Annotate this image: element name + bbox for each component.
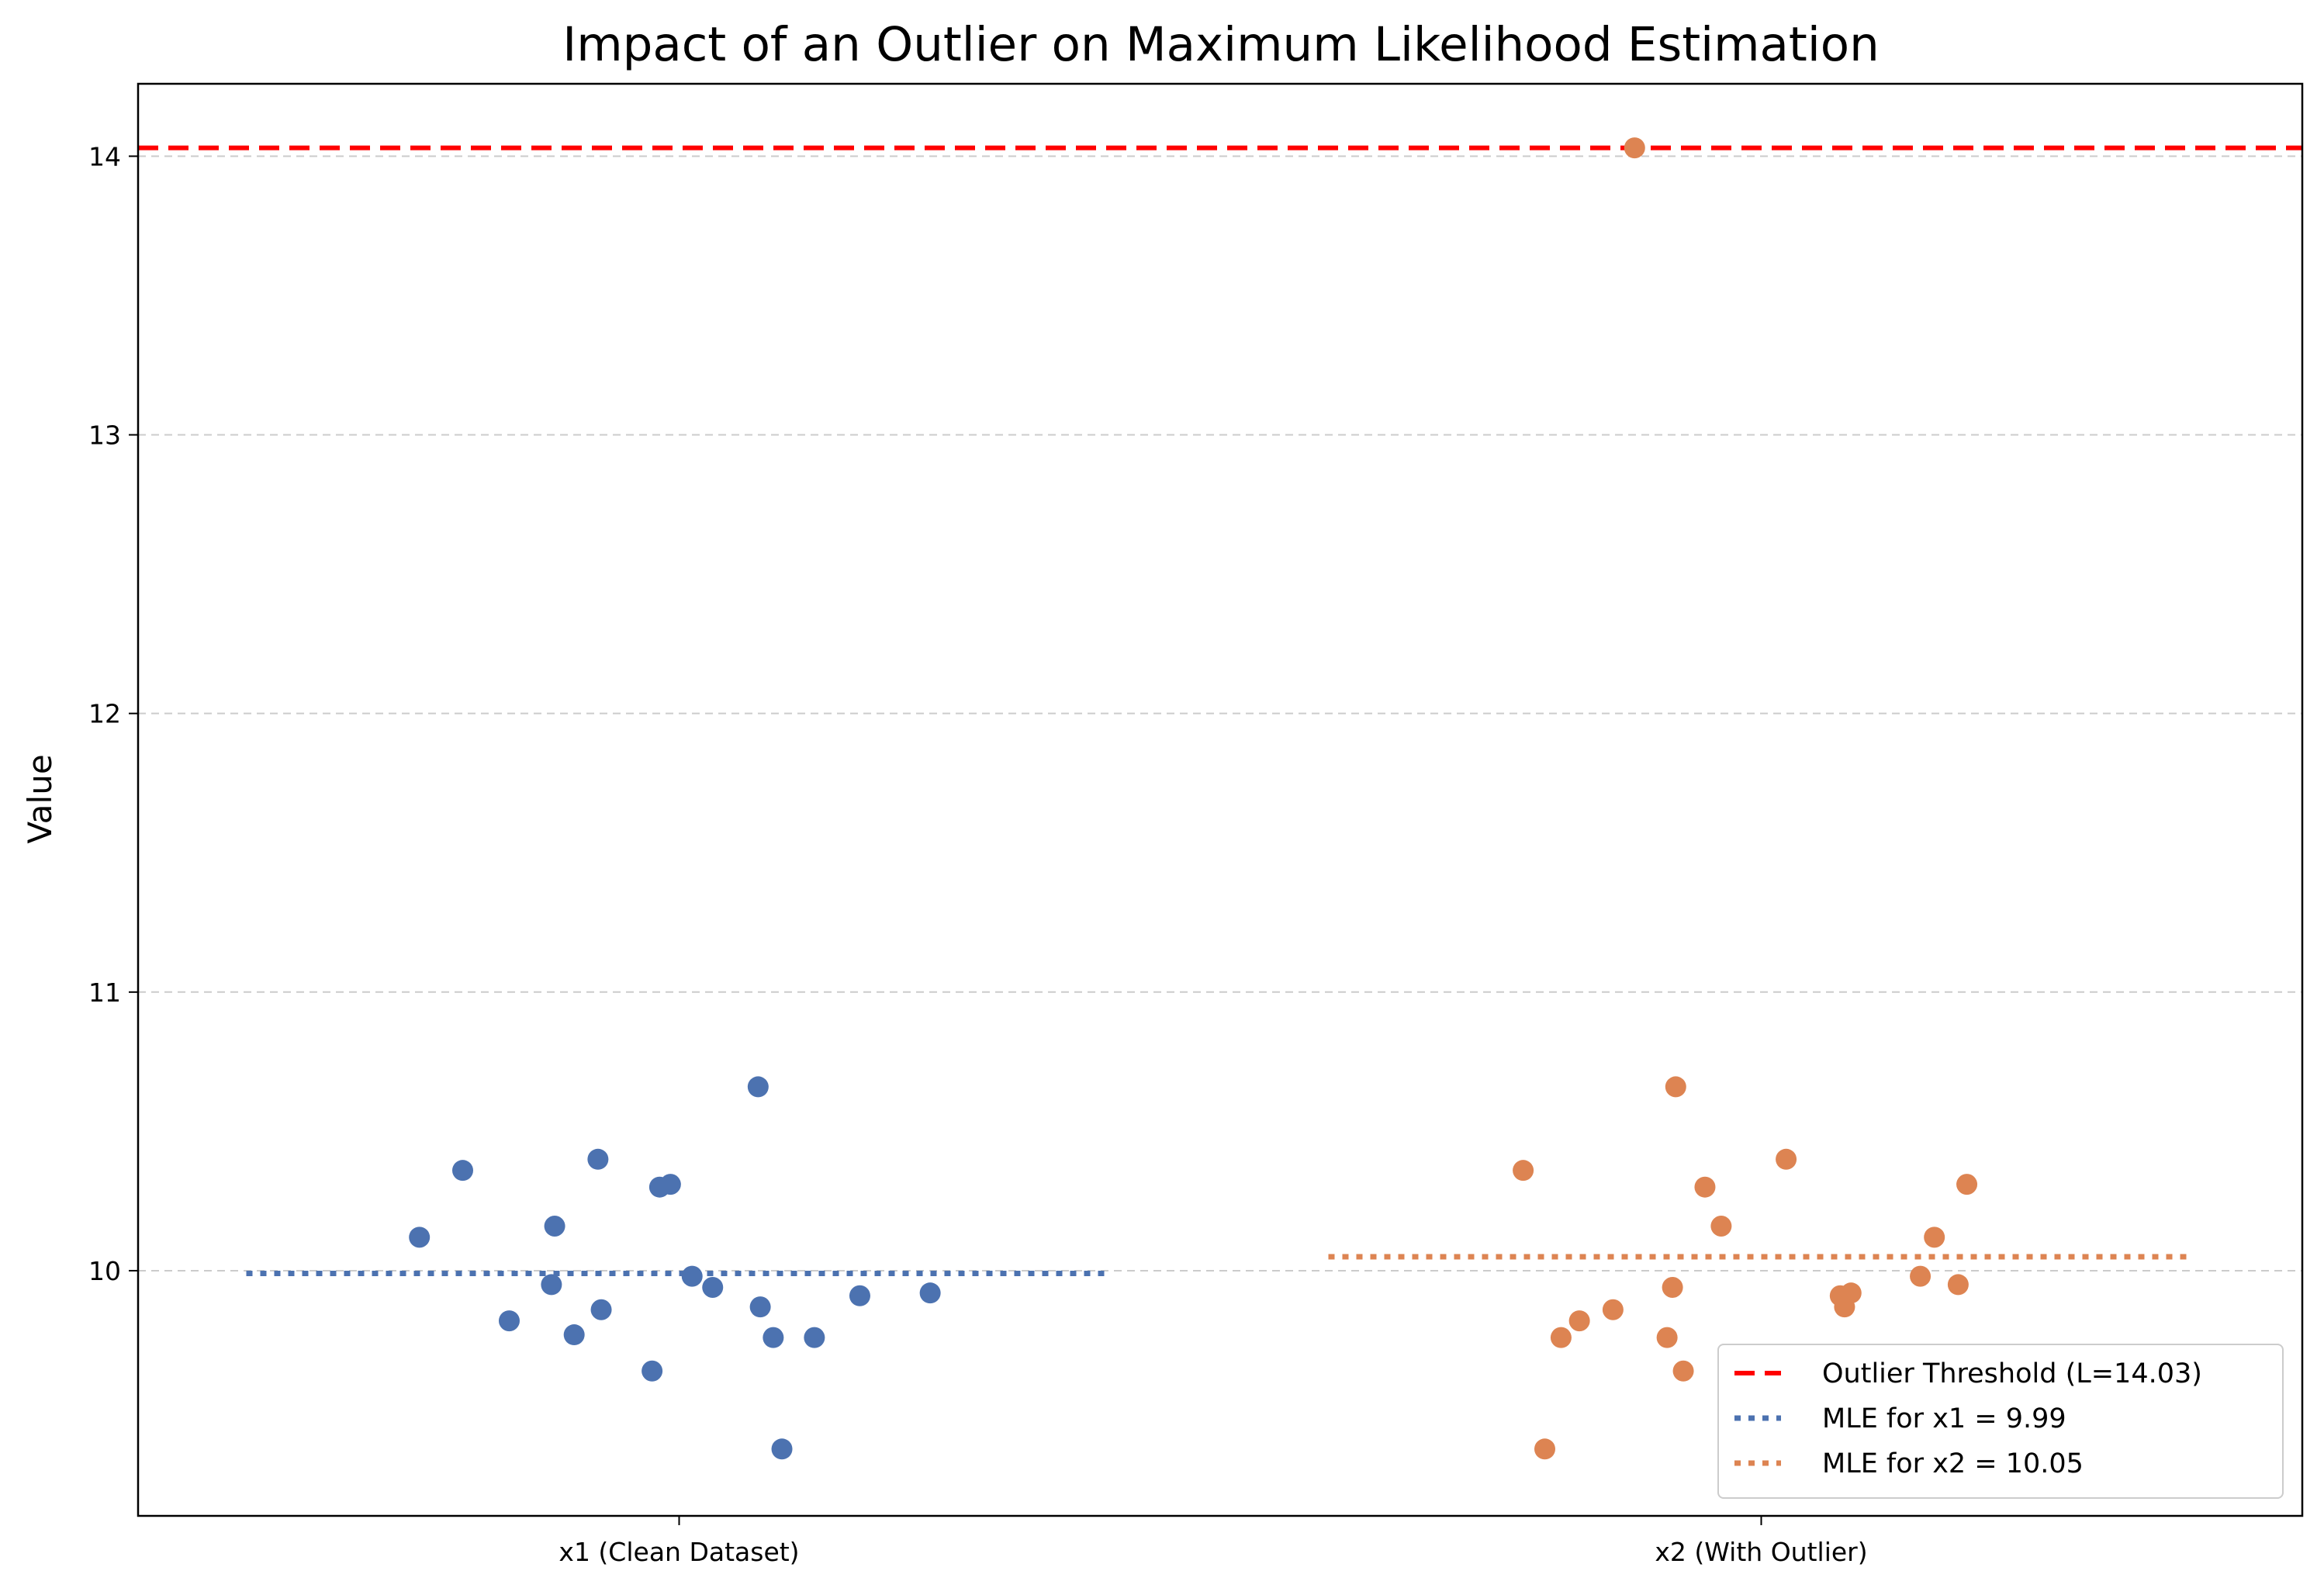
data-point-series-2 [1956, 1174, 1978, 1195]
data-point-series-1 [702, 1277, 724, 1299]
y-axis-label: Value [21, 754, 59, 843]
plot-frame [137, 82, 2304, 1517]
data-point-series-1 [749, 1296, 771, 1318]
data-point-series-1 [587, 1148, 609, 1170]
data-point-series-2 [1513, 1160, 1534, 1182]
y-tick-label: 12 [88, 699, 121, 729]
data-point-series-2 [1656, 1327, 1678, 1348]
data-point-series-2 [1776, 1148, 1797, 1170]
data-point-series-2 [1550, 1327, 1572, 1348]
legend-label: MLE for x2 = 10.05 [1822, 1448, 2084, 1479]
data-point-series-2 [1662, 1277, 1683, 1299]
data-point-series-1 [590, 1299, 612, 1320]
data-points [409, 137, 1978, 1460]
data-point-series-1 [659, 1174, 681, 1195]
legend-label: MLE for x1 = 9.99 [1822, 1403, 2066, 1434]
data-point-series-1 [409, 1227, 431, 1248]
data-point-series-2 [1602, 1299, 1624, 1320]
data-point-series-1 [771, 1438, 793, 1460]
data-point-series-2 [1534, 1438, 1555, 1460]
data-point-series-2 [1672, 1360, 1694, 1382]
data-point-series-1 [681, 1265, 703, 1287]
chart-title: Impact of an Outlier on Maximum Likeliho… [562, 17, 1880, 72]
data-point-series-1 [563, 1324, 585, 1346]
y-axis-ticks: 10 11 12 13 14 [88, 141, 138, 1286]
data-point-series-2 [1910, 1265, 1931, 1287]
data-point-series-1 [919, 1282, 941, 1304]
data-point-series-1 [763, 1327, 784, 1348]
x-axis-ticks: x1 (Clean Dataset) x2 (With Outlier) [559, 1516, 1868, 1567]
x-tick-label: x2 (With Outlier) [1655, 1537, 1867, 1567]
data-point-series-2 [1624, 137, 1645, 159]
y-tick-label: 10 [88, 1256, 121, 1286]
data-point-series-1 [498, 1310, 520, 1332]
data-point-series-1 [452, 1160, 473, 1182]
legend-label: Outlier Threshold (L=14.03) [1822, 1358, 2202, 1389]
data-point-series-1 [804, 1327, 825, 1348]
data-point-series-1 [849, 1285, 870, 1306]
reference-lines [138, 145, 2302, 1277]
y-tick-label: 13 [88, 420, 121, 451]
gridlines [138, 155, 2302, 1272]
data-point-series-2 [1568, 1310, 1590, 1332]
y-tick-label: 14 [88, 141, 121, 171]
data-point-series-2 [1947, 1274, 1969, 1296]
data-point-series-1 [544, 1215, 565, 1237]
data-point-series-1 [642, 1360, 663, 1382]
legend-box [1717, 1344, 2284, 1499]
data-point-series-1 [747, 1076, 769, 1098]
data-point-series-2 [1840, 1282, 1862, 1304]
data-point-series-2 [1924, 1227, 1945, 1248]
y-tick-label: 11 [88, 977, 121, 1008]
x-tick-label: x1 (Clean Dataset) [559, 1537, 799, 1567]
data-point-series-2 [1710, 1215, 1732, 1237]
data-point-series-2 [1694, 1176, 1716, 1198]
legend: Outlier Threshold (L=14.03) MLE for x1 = … [1717, 1344, 2284, 1499]
data-point-series-2 [1665, 1076, 1686, 1098]
data-point-series-1 [541, 1274, 562, 1296]
